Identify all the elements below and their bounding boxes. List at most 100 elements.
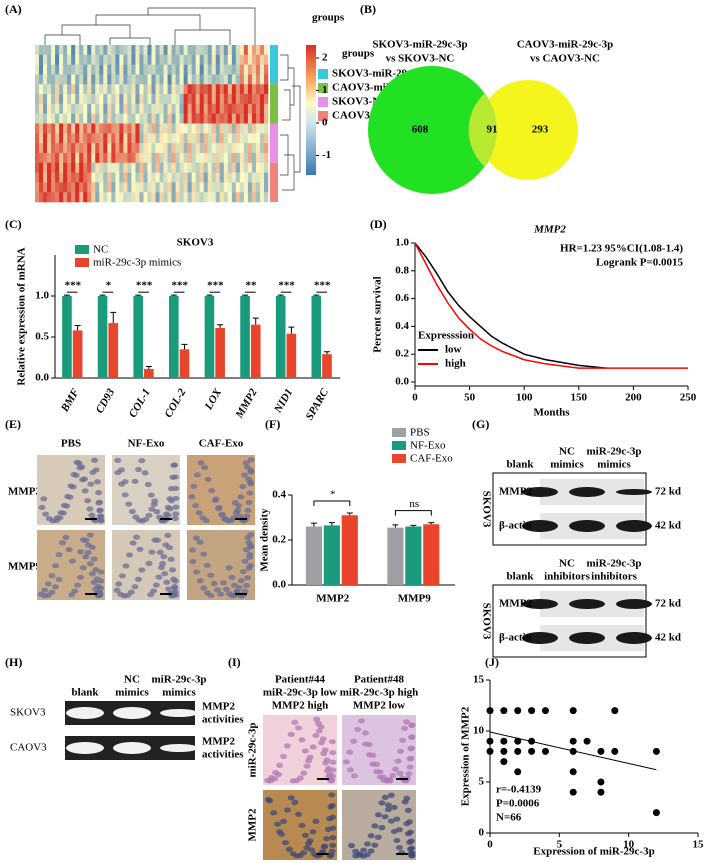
heatmap-cell bbox=[39, 74, 44, 85]
heatmap-cell bbox=[43, 74, 48, 85]
lane-label: miR-29c-3p bbox=[587, 446, 642, 458]
heatmap-cell bbox=[179, 192, 184, 203]
heatmap-cell bbox=[99, 84, 104, 95]
nucleus bbox=[81, 488, 89, 494]
point bbox=[541, 707, 549, 715]
heatmap-cell bbox=[59, 103, 64, 114]
point bbox=[500, 758, 508, 766]
nucleus bbox=[329, 759, 337, 765]
heatmap-cell bbox=[259, 152, 265, 164]
heatmap-cell bbox=[59, 133, 64, 144]
heatmap-cell bbox=[95, 45, 100, 56]
heatmap-cell bbox=[235, 172, 241, 183]
heatmap-cell bbox=[131, 162, 136, 173]
heatmap-cell bbox=[131, 54, 136, 65]
nucleus bbox=[171, 515, 179, 522]
bar bbox=[144, 368, 154, 378]
heatmap-cell bbox=[175, 94, 180, 105]
nucleus bbox=[207, 592, 215, 599]
nucleus bbox=[225, 565, 233, 571]
row-label: miR-29c-3p bbox=[247, 723, 259, 778]
heatmap-cell bbox=[115, 182, 120, 193]
heatmap-cell bbox=[251, 84, 257, 95]
heatmap-cell bbox=[39, 45, 44, 56]
nucleus bbox=[281, 840, 289, 846]
heatmap-cell bbox=[139, 74, 144, 85]
heatmap-cell bbox=[71, 74, 76, 85]
band bbox=[616, 489, 652, 495]
band bbox=[66, 742, 104, 754]
row-label: MMP2 bbox=[202, 736, 235, 748]
x-tick-label: MMP2 bbox=[233, 386, 260, 421]
legend-swatch bbox=[75, 258, 89, 267]
heatmap-cell bbox=[127, 182, 132, 193]
column-label: NF-Exo bbox=[128, 438, 165, 450]
nucleus bbox=[138, 458, 146, 464]
heatmap-cell bbox=[67, 133, 72, 144]
heatmap-cell bbox=[215, 84, 221, 95]
heatmap-cell bbox=[83, 182, 88, 193]
heatmap-cell bbox=[175, 54, 180, 65]
heatmap-cell bbox=[247, 172, 253, 183]
heatmap-cell bbox=[99, 143, 104, 154]
point bbox=[597, 747, 605, 755]
nucleus bbox=[387, 818, 395, 824]
heatmap-cell bbox=[223, 113, 229, 124]
heatmap-cell bbox=[119, 123, 124, 134]
heatmap-cell bbox=[79, 103, 84, 114]
heatmap-cell bbox=[255, 133, 261, 144]
heatmap-cell bbox=[223, 54, 229, 65]
heatmap-cell bbox=[91, 84, 96, 95]
error-bar bbox=[242, 294, 249, 296]
nucleus bbox=[84, 549, 92, 556]
nucleus bbox=[167, 556, 175, 562]
heatmap-cell bbox=[107, 45, 112, 56]
heatmap-cell bbox=[143, 64, 148, 75]
heatmap-cell bbox=[87, 123, 92, 134]
nucleus bbox=[399, 737, 407, 743]
nucleus bbox=[196, 578, 204, 584]
heatmap-cell bbox=[203, 182, 209, 193]
legend-label: high bbox=[445, 358, 466, 370]
heatmap-cell bbox=[163, 74, 168, 85]
heatmap-cell bbox=[55, 45, 60, 56]
heatmap-cell bbox=[167, 94, 172, 105]
heatmap-cell bbox=[187, 123, 192, 134]
heatmap-cell bbox=[147, 45, 152, 56]
heatmap-cell bbox=[83, 123, 88, 134]
dendrogram bbox=[44, 7, 301, 191]
heatmap-cell bbox=[191, 64, 196, 75]
heatmap-cell bbox=[83, 45, 88, 56]
heatmap-cell bbox=[171, 84, 176, 95]
heatmap-cell bbox=[127, 133, 132, 144]
heatmap-cell bbox=[55, 192, 60, 203]
y-tick-label: 0.8 bbox=[395, 264, 409, 276]
nucleus bbox=[172, 511, 180, 517]
heatmap-cell bbox=[139, 133, 144, 144]
nucleus bbox=[346, 749, 354, 755]
nucleus bbox=[200, 585, 208, 591]
heatmap-cell bbox=[187, 182, 192, 193]
heatmap-cell bbox=[139, 192, 144, 203]
heatmap-cell bbox=[247, 94, 253, 105]
heatmap-cell bbox=[167, 133, 172, 144]
lane-label: mimics bbox=[550, 459, 584, 471]
heatmap-cell bbox=[259, 182, 265, 193]
heatmap-cell bbox=[159, 162, 164, 173]
bar bbox=[169, 296, 179, 378]
heatmap-cell bbox=[251, 162, 257, 173]
group-strip bbox=[270, 162, 278, 202]
heatmap-cell bbox=[39, 192, 44, 203]
heatmap-cell bbox=[255, 123, 261, 134]
heatmap-cell bbox=[207, 84, 213, 95]
heatmap-cell bbox=[115, 152, 120, 164]
heatmap-cell bbox=[191, 133, 196, 144]
heatmap-cell bbox=[71, 182, 76, 193]
heatmap-cell bbox=[159, 133, 164, 144]
heatmap-cell bbox=[91, 113, 96, 124]
protein-label: MMP2 bbox=[499, 486, 532, 498]
heatmap-cell bbox=[55, 133, 60, 144]
heatmap-cell bbox=[103, 123, 108, 134]
heatmap-cell bbox=[59, 123, 64, 134]
heatmap-cell bbox=[227, 45, 233, 56]
